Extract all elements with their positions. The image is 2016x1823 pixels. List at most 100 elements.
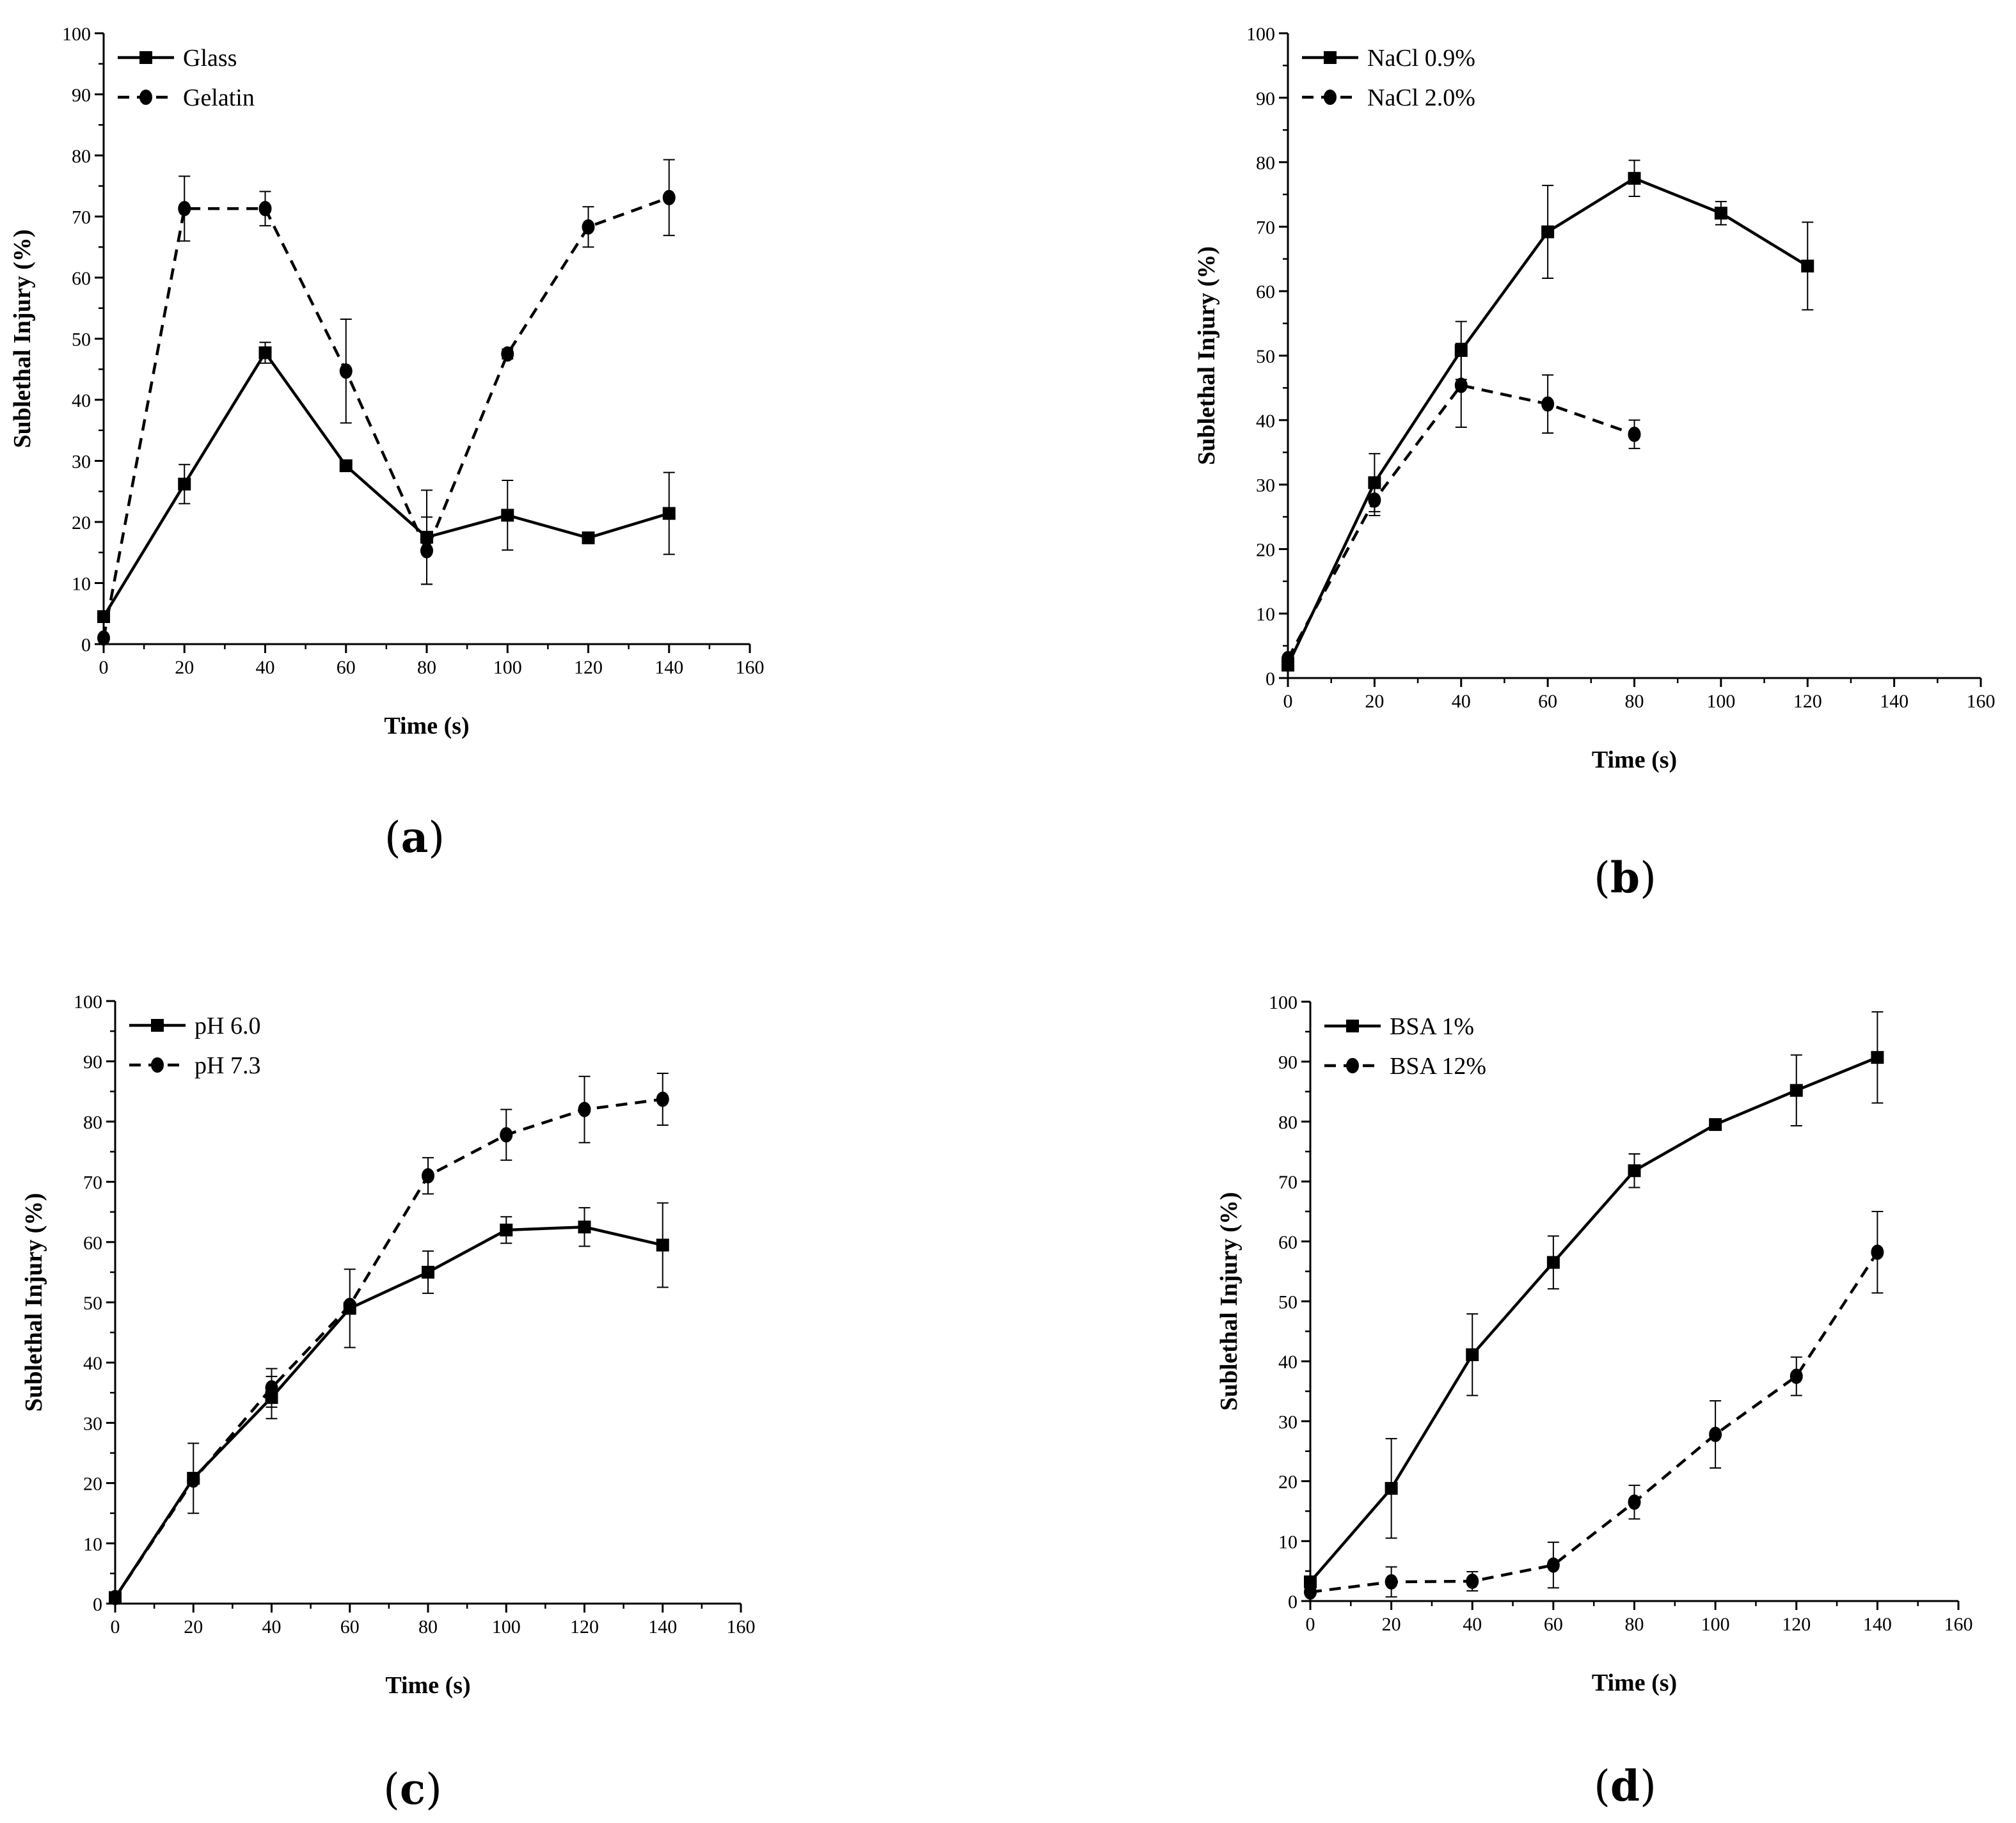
y-tick-label: 90 (1256, 88, 1275, 109)
data-point-circle (578, 1101, 591, 1117)
x-tick-label: 40 (1452, 691, 1471, 712)
y-tick-label: 50 (72, 329, 91, 351)
panel-label-letter: d (1610, 1761, 1640, 1811)
x-tick-label: 0 (111, 1616, 120, 1638)
x-tick-label: 40 (1463, 1614, 1482, 1635)
x-tick-label: 160 (727, 1616, 756, 1638)
legend-label: Glass (183, 45, 237, 72)
data-point-circle (656, 1091, 669, 1107)
y-axis-title: Sublethal Injury (%) (1216, 1192, 1242, 1410)
x-tick-label: 160 (736, 657, 765, 678)
x-tick-label: 100 (1701, 1614, 1730, 1635)
y-tick-label: 90 (1278, 1052, 1298, 1073)
x-tick-label: 120 (574, 657, 603, 678)
legend-marker-square (151, 1019, 164, 1032)
y-tick-label: 80 (1278, 1112, 1298, 1133)
panel-label-letter: c (400, 1764, 425, 1814)
y-tick-label: 30 (72, 452, 91, 473)
data-point-circle (1466, 1574, 1479, 1590)
data-point-circle (109, 1590, 122, 1606)
data-point-circle (501, 346, 514, 362)
x-tick-label: 20 (1382, 1614, 1401, 1635)
data-point-square (1801, 259, 1814, 272)
y-tick-label: 10 (1256, 604, 1275, 625)
y-tick-label: 50 (83, 1293, 102, 1314)
y-axis-title: Sublethal Injury (%) (9, 229, 36, 448)
y-tick-label: 60 (83, 1233, 102, 1254)
y-tick-label: 70 (1278, 1172, 1298, 1193)
data-point-square (501, 509, 514, 522)
data-point-square (656, 1238, 669, 1252)
data-point-circle (1385, 1574, 1398, 1590)
y-tick-label: 80 (1256, 153, 1275, 174)
x-tick-label: 160 (1967, 691, 1996, 712)
x-tick-label: 20 (184, 1616, 203, 1638)
x-tick-label: 60 (340, 1616, 360, 1638)
legend-label: NaCl 0.9% (1367, 45, 1475, 72)
y-tick-label: 50 (1278, 1292, 1298, 1313)
y-tick-label: 90 (72, 85, 91, 106)
x-tick-label: 20 (175, 657, 194, 678)
y-tick-label: 70 (1256, 217, 1275, 238)
data-point-circle (187, 1472, 200, 1488)
data-point-circle (1282, 651, 1294, 667)
y-tick-label: 100 (1246, 24, 1275, 45)
y-tick-label: 20 (1256, 539, 1275, 560)
data-point-circle (1546, 1557, 1560, 1573)
y-tick-label: 40 (1278, 1352, 1298, 1373)
y-tick-label: 0 (93, 1594, 102, 1615)
x-tick-label: 80 (418, 1616, 438, 1638)
x-tick-label: 60 (337, 657, 356, 678)
data-point-square (1368, 476, 1381, 489)
x-tick-label: 140 (1880, 691, 1909, 712)
legend-label: Gelatin (183, 84, 255, 111)
legend-marker-square (1346, 1020, 1359, 1032)
legend-label: BSA 12% (1390, 1053, 1486, 1080)
y-tick-label: 30 (1256, 475, 1275, 496)
data-point-circle (258, 201, 272, 217)
data-point-circle (97, 630, 110, 646)
y-tick-label: 100 (62, 24, 91, 45)
panel-label-letter: b (1610, 853, 1640, 903)
x-tick-label: 20 (1365, 691, 1384, 712)
data-point-square (1709, 1118, 1722, 1132)
x-tick-label: 80 (1625, 691, 1644, 712)
data-point-square (1628, 1164, 1641, 1178)
x-tick-label: 100 (493, 657, 522, 678)
x-tick-label: 140 (648, 1616, 677, 1638)
y-tick-label: 10 (83, 1534, 102, 1555)
data-point-square (662, 507, 676, 520)
x-axis-title: Time (s) (1592, 1669, 1677, 1696)
y-tick-label: 10 (1278, 1531, 1298, 1552)
chart-panel-c: 0 20 40 60 80 100 120 140 160 0 10 20 30 40 50 60 70 80 90… (20, 991, 756, 1814)
y-axis-title: Sublethal Injury (%) (20, 1193, 47, 1412)
x-tick-label: 100 (1706, 691, 1735, 712)
data-point-circle (1790, 1368, 1803, 1384)
y-tick-label: 10 (72, 574, 91, 595)
series-dashed-line (1287, 384, 1635, 659)
data-point-circle (1871, 1244, 1884, 1260)
data-point-square (1385, 1481, 1398, 1495)
series-dashed-line (114, 1098, 663, 1598)
x-tick-label: 60 (1538, 691, 1557, 712)
y-tick-label: 0 (81, 635, 91, 656)
x-tick-label: 160 (1944, 1614, 1973, 1635)
y-tick-label: 70 (72, 207, 91, 228)
legend-marker-square (139, 51, 152, 64)
data-point-square (1628, 171, 1641, 185)
y-tick-label: 70 (83, 1172, 102, 1194)
x-tick-label: 80 (417, 657, 436, 678)
data-point-square (258, 346, 272, 359)
data-point-square (582, 531, 595, 544)
y-tick-label: 20 (83, 1474, 102, 1495)
data-point-circle (178, 201, 191, 217)
panel-label: (b) (1594, 853, 1656, 903)
y-tick-label: 100 (74, 991, 102, 1013)
y-tick-label: 60 (1256, 281, 1275, 303)
x-tick-label: 0 (99, 657, 109, 678)
x-tick-label: 0 (1283, 691, 1293, 712)
data-point-circle (1454, 377, 1468, 393)
data-point-circle (662, 189, 676, 205)
series-solid-line (1309, 1056, 1878, 1583)
y-tick-label: 30 (83, 1413, 102, 1434)
